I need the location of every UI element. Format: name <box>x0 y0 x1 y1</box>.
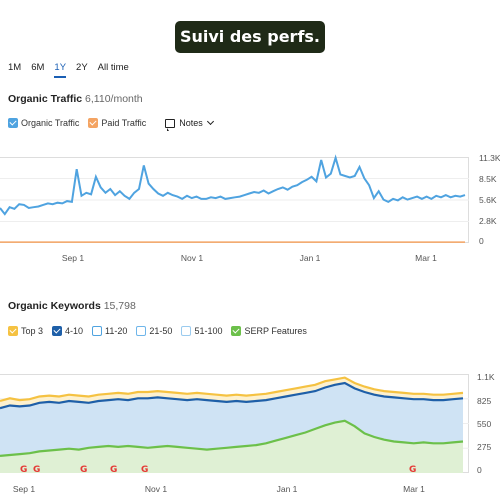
keywords-ytick: 275 <box>477 442 492 452</box>
checkbox-icon[interactable] <box>92 326 103 336</box>
traffic-metric: 6,110/month <box>85 93 143 105</box>
legend-top3[interactable]: Top 3 <box>8 326 43 336</box>
traffic-ytick: 5.6K <box>479 195 497 205</box>
period-1m[interactable]: 1M <box>8 62 22 73</box>
checkbox-icon[interactable] <box>88 118 99 128</box>
traffic-xtick: Nov 1 <box>180 253 204 263</box>
legend-label: Top 3 <box>21 326 44 336</box>
checkbox-icon[interactable] <box>8 326 18 336</box>
traffic-ytick: 8.5K <box>479 174 497 184</box>
period-6m[interactable]: 6M <box>31 62 45 73</box>
legend-label: 11-20 <box>105 326 128 336</box>
keywords-title: Organic Keywords 15,798 <box>8 300 136 312</box>
legend-11-20[interactable]: 11-20 <box>92 326 127 336</box>
google-update-icon[interactable]: G <box>409 465 417 475</box>
traffic-chart <box>0 154 469 243</box>
period-selector: 1M 6M 1Y 2Y All time <box>8 62 139 78</box>
keywords-ytick: 825 <box>477 396 492 406</box>
keywords-ytick: 1.1K <box>477 372 495 382</box>
legend-serp-features[interactable]: SERP Features <box>231 326 307 336</box>
serp-features-line <box>0 419 464 457</box>
checkbox-icon[interactable] <box>52 326 63 336</box>
keywords-xtick: Jan 1 <box>276 484 298 494</box>
traffic-xtick: Jan 1 <box>299 253 321 263</box>
traffic-xtick: Mar 1 <box>415 253 437 263</box>
notes-dropdown[interactable]: Notes <box>165 117 214 131</box>
keywords-title-text: Organic Keywords <box>8 300 101 312</box>
keywords-xtick: Mar 1 <box>403 484 425 494</box>
keywords-ytick: 0 <box>477 465 482 475</box>
legend-51-100[interactable]: 51-100 <box>181 326 222 336</box>
legend-organic-traffic[interactable]: Organic Traffic <box>8 118 79 128</box>
period-1y[interactable]: 1Y <box>54 62 67 78</box>
keywords-metric: 15,798 <box>103 300 136 312</box>
legend-label: 4-10 <box>65 326 84 336</box>
checkbox-icon[interactable] <box>8 118 18 128</box>
checkbox-icon[interactable] <box>231 326 242 336</box>
keywords-xtick: Nov 1 <box>144 484 168 494</box>
legend-paid-traffic[interactable]: Paid Traffic <box>88 118 146 128</box>
google-update-icon[interactable]: G <box>141 465 149 475</box>
legend-label: SERP Features <box>244 326 307 336</box>
pos-4-10-line <box>0 381 464 410</box>
legend-label: Organic Traffic <box>21 118 80 128</box>
traffic-ytick: 11.3K <box>479 153 500 163</box>
traffic-legend: Organic Traffic Paid Traffic Notes <box>8 117 214 131</box>
organic-traffic-line <box>0 154 466 216</box>
legend-label: 51-100 <box>194 326 223 336</box>
traffic-title-text: Organic Traffic <box>8 93 83 105</box>
legend-label: 21-50 <box>149 326 173 336</box>
google-update-icon[interactable]: G <box>33 465 41 475</box>
traffic-title: Organic Traffic 6,110/month <box>8 93 143 105</box>
chevron-down-icon <box>206 117 214 126</box>
period-all-time[interactable]: All time <box>97 62 129 73</box>
legend-4-10[interactable]: 4-10 <box>52 326 83 336</box>
traffic-ytick: 0 <box>479 236 484 246</box>
notes-icon <box>165 118 176 131</box>
legend-21-50[interactable]: 21-50 <box>136 326 172 336</box>
keywords-xtick: Sep 1 <box>12 484 36 494</box>
google-update-icon[interactable]: G <box>110 465 118 475</box>
legend-label: Paid Traffic <box>101 118 147 128</box>
checkbox-icon[interactable] <box>181 326 192 336</box>
notes-label: Notes <box>179 118 203 128</box>
serp-features-area <box>0 420 463 473</box>
traffic-xtick: Sep 1 <box>61 253 85 263</box>
google-update-icon[interactable]: G <box>80 465 88 475</box>
checkbox-icon[interactable] <box>136 326 147 336</box>
top3-line <box>0 376 464 403</box>
keywords-chart <box>0 376 469 473</box>
google-update-icon[interactable]: G <box>20 465 28 475</box>
keywords-legend: Top 3 4-10 11-20 21-50 51-100 SERP Featu… <box>8 326 316 336</box>
keywords-ytick: 550 <box>477 419 492 429</box>
traffic-ytick: 2.8K <box>479 216 497 226</box>
period-2y[interactable]: 2Y <box>76 62 88 73</box>
page-banner: Suivi des perfs. <box>175 21 325 53</box>
